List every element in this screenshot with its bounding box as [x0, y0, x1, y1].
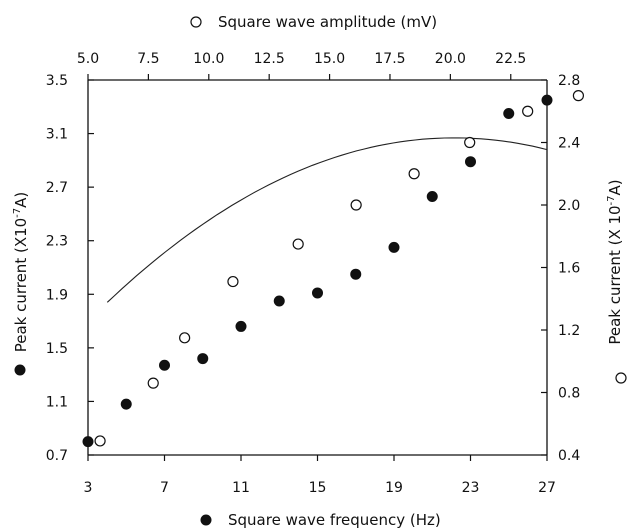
- filled-data-point: [350, 268, 362, 280]
- open-data-point: [227, 275, 239, 288]
- top-tick-label: 7.5: [137, 51, 159, 67]
- filled-data-point: [197, 353, 209, 365]
- open-data-point: [147, 377, 159, 389]
- bottom-tick-label: 3: [84, 480, 93, 496]
- plot-frame: [87, 79, 548, 456]
- filled-data-point: [82, 436, 94, 448]
- right-tick-label: 2.0: [558, 198, 580, 214]
- left-axis-label: Peak current (X10-7A): [12, 192, 30, 353]
- left-tick-label: 1.5: [46, 341, 68, 357]
- left-tick-label: 0.7: [46, 448, 68, 464]
- filled-data-point: [312, 287, 323, 299]
- top-tick-label: 15.0: [314, 51, 345, 67]
- open-data-point: [572, 90, 585, 102]
- left-axis-label-end: A): [12, 192, 30, 208]
- open-data-point: [179, 332, 191, 344]
- filled-data-point: [120, 398, 132, 410]
- right-tick-label: 1.6: [558, 261, 580, 277]
- filled-data-point: [503, 107, 515, 119]
- axis-ticks: 3 7 11 15 19 23 27 5.0 7.5 10.0 12.5 15.0 17.5 20.0 22…: [46, 51, 581, 496]
- top-tick-label: 17.5: [374, 51, 405, 67]
- top-tick-label: 10.0: [193, 51, 224, 67]
- top-axis-label: Square wave amplitude (mV): [218, 13, 437, 31]
- left-tick-label: 2.3: [46, 234, 68, 250]
- bottom-tick-label: 23: [462, 480, 480, 496]
- right-axis-label: Peak current (X 10-7A): [606, 179, 624, 344]
- bottom-tick-label: 15: [309, 480, 327, 496]
- top-tick-label: 12.5: [254, 51, 285, 67]
- filled-data-point: [273, 295, 285, 307]
- filled-data-point: [541, 94, 553, 106]
- left-tick-label: 3.5: [46, 73, 68, 89]
- right-tick-label: 2.4: [558, 136, 580, 152]
- left-tick-label: 1.1: [46, 394, 68, 410]
- bottom-tick-label: 7: [160, 480, 169, 496]
- open-data-point: [350, 199, 362, 211]
- right-tick-label: 1.2: [558, 323, 580, 339]
- right-axis-label-end: A): [606, 179, 624, 195]
- data-points: [82, 90, 585, 448]
- top-tick-label: 22.5: [495, 51, 526, 67]
- open-data-point: [408, 168, 420, 180]
- top-tick-label: 5.0: [77, 51, 99, 67]
- open-data-point: [522, 105, 534, 117]
- filled-data-point: [235, 320, 247, 332]
- open-circle-legend-marker: [190, 16, 202, 28]
- bottom-tick-label: 19: [385, 480, 403, 496]
- open-circle-right-marker: [615, 372, 627, 384]
- fit-line-series-2: [106, 137, 548, 303]
- right-axis-label-sup: -7: [606, 195, 617, 205]
- left-axis-label-sup: -7: [12, 208, 23, 218]
- filled-data-point: [465, 156, 476, 168]
- left-tick-label: 2.7: [46, 180, 68, 196]
- filled-circle-left-marker: [14, 364, 26, 376]
- top-axis-title: Square wave amplitude (mV): [190, 13, 437, 31]
- left-tick-label: 1.9: [46, 287, 68, 303]
- left-axis-label-main: Peak current (X10: [12, 218, 30, 352]
- right-axis-title: Peak current (X 10-7A): [606, 179, 627, 384]
- right-tick-label: 0.4: [558, 448, 580, 464]
- left-tick-label: 3.1: [46, 127, 68, 143]
- filled-data-point: [388, 241, 400, 253]
- bottom-axis-label: Square wave frequency (Hz): [228, 511, 441, 529]
- bottom-tick-label: 11: [232, 480, 250, 496]
- open-data-point: [292, 238, 304, 250]
- right-tick-label: 0.8: [558, 386, 580, 402]
- top-tick-label: 20.0: [435, 51, 466, 67]
- bottom-tick-label: 27: [538, 480, 556, 496]
- filled-data-point: [426, 191, 438, 203]
- fit-lines: [106, 137, 548, 303]
- filled-data-point: [159, 359, 170, 371]
- open-data-point: [464, 136, 476, 149]
- filled-circle-legend-marker: [200, 514, 212, 526]
- left-axis-title: Peak current (X10-7A): [12, 192, 30, 376]
- right-tick-label: 2.8: [558, 73, 580, 89]
- open-data-point: [94, 435, 106, 447]
- bottom-axis-title: Square wave frequency (Hz): [200, 511, 441, 529]
- right-axis-label-main: Peak current (X 10: [606, 205, 624, 344]
